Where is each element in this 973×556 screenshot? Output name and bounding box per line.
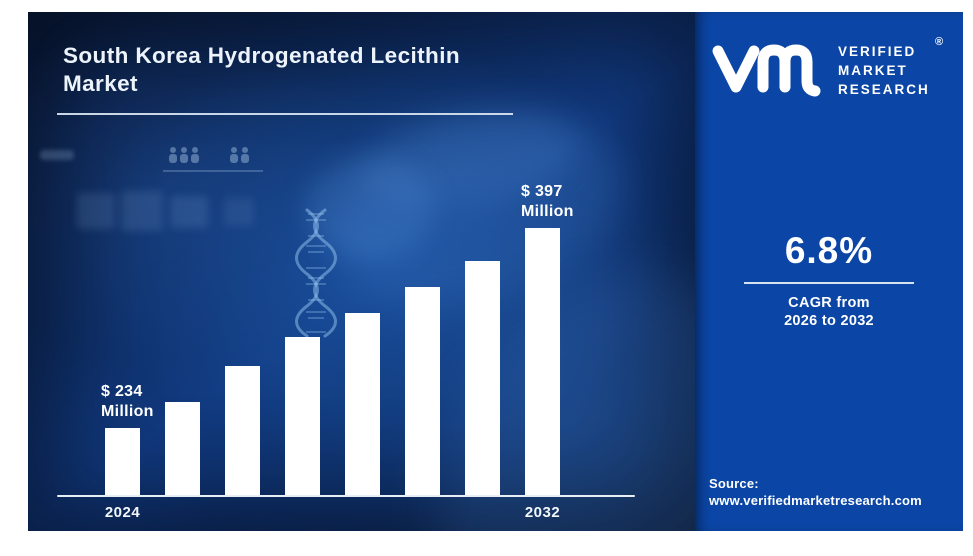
- blurred-screen-decor: [224, 198, 254, 226]
- source-block: Source: www.verifiedmarketresearch.com: [709, 476, 922, 509]
- dna-helix-icon: [295, 208, 337, 338]
- brand-name: VERIFIED MARKET RESEARCH: [838, 42, 930, 99]
- blurred-screen-decor: [121, 191, 163, 231]
- cagr-value: 6.8%: [784, 230, 874, 271]
- brand-name-line1: VERIFIED: [838, 44, 917, 59]
- page-title: South Korea Hydrogenated Lecithin Market: [63, 42, 460, 98]
- bar-2027: [225, 366, 260, 495]
- source-label: Source:: [709, 476, 759, 491]
- source-url: www.verifiedmarketresearch.com: [709, 492, 922, 508]
- vmr-logo-icon: [712, 44, 821, 97]
- registered-trademark-icon: ®: [935, 36, 944, 48]
- bar-2024: [105, 428, 140, 495]
- bar-value-label-2032: $ 397 Million: [521, 183, 574, 220]
- bar-2031: [465, 261, 500, 495]
- bar-2029: [345, 313, 380, 495]
- cagr-caption: CAGR from 2026 to 2032: [695, 294, 963, 330]
- brand-name-line3: RESEARCH: [838, 82, 930, 97]
- bar-2026: [165, 402, 200, 495]
- people-icons: [169, 147, 249, 163]
- chart-panel: South Korea Hydrogenated Lecithin Market…: [28, 12, 695, 531]
- decor-line: [163, 170, 263, 172]
- bar-chart: 2024 $ 234 Million 2032 $ 397 Million: [57, 183, 635, 521]
- x-tick-label-2032: 2032: [524, 504, 561, 521]
- cagr-caption-line1: CAGR from: [788, 295, 870, 311]
- title-underline: [57, 113, 513, 115]
- bar-value-label-2024: $ 234 Million: [101, 383, 154, 420]
- page-title-line2: Market: [63, 71, 138, 96]
- blurred-screen-decor: [170, 196, 208, 228]
- blurred-label-decor: [40, 150, 74, 160]
- page-title-line1: South Korea Hydrogenated Lecithin: [63, 43, 460, 68]
- brand-panel: VERIFIED MARKET RESEARCH ® 6.8% CAGR fro…: [695, 12, 963, 531]
- bar-2032: [525, 228, 560, 495]
- x-axis-line: [57, 495, 635, 497]
- bar-2028: [285, 337, 320, 495]
- blurred-screen-decor: [77, 193, 115, 229]
- bar-2030: [405, 287, 440, 495]
- cagr-caption-line2: 2026 to 2032: [784, 313, 874, 329]
- cagr-divider: [744, 282, 914, 284]
- brand-name-line2: MARKET: [838, 63, 908, 78]
- x-tick-label-2024: 2024: [104, 504, 141, 521]
